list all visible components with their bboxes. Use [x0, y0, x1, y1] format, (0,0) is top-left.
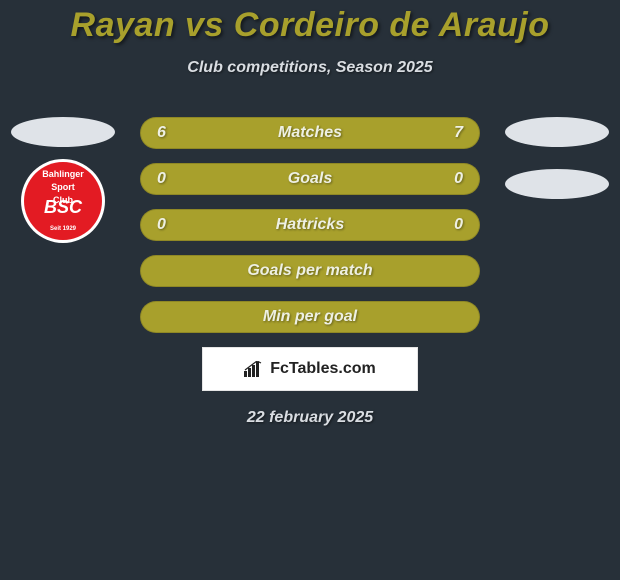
badge-line-2: Sport	[51, 183, 75, 192]
club-badge-left: Bahlinger Sport Club BSC Seit 1929	[21, 159, 105, 243]
stat-row: 0Hattricks0	[140, 209, 480, 241]
infographic-container: Rayan vs Cordeiro de Araujo Club competi…	[0, 0, 620, 580]
bar-chart-icon	[244, 361, 264, 377]
brand-text: FcTables.com	[270, 360, 376, 378]
right-column	[502, 117, 612, 199]
badge-line-1: Bahlinger	[42, 170, 84, 179]
stat-value-left: 6	[157, 124, 181, 142]
brand-box: FcTables.com	[202, 347, 418, 391]
player-avatar-left	[11, 117, 115, 147]
subtitle: Club competitions, Season 2025	[0, 59, 620, 77]
stat-value-right: 7	[439, 124, 463, 142]
date-text: 22 february 2025	[0, 409, 620, 427]
stat-value-left: 0	[157, 216, 181, 234]
badge-big: BSC	[44, 198, 82, 217]
stat-row: 0Goals0	[140, 163, 480, 195]
club-badge-right-placeholder	[505, 169, 609, 199]
stat-label: Hattricks	[181, 216, 439, 234]
club-badge-inner: Bahlinger Sport Club BSC Seit 1929	[24, 162, 102, 240]
stat-value-left: 0	[157, 170, 181, 188]
stat-row: 6Matches7	[140, 117, 480, 149]
player-avatar-right	[505, 117, 609, 147]
page-title: Rayan vs Cordeiro de Araujo	[0, 0, 620, 45]
stat-value-right: 0	[439, 216, 463, 234]
stat-row: Min per goal	[140, 301, 480, 333]
stat-label: Goals	[181, 170, 439, 188]
stat-label: Goals per match	[181, 262, 439, 280]
stat-value-right: 0	[439, 170, 463, 188]
stat-label: Min per goal	[181, 308, 439, 326]
left-column: Bahlinger Sport Club BSC Seit 1929	[8, 117, 118, 243]
stats-column: 6Matches70Goals00Hattricks0Goals per mat…	[140, 117, 480, 333]
stat-label: Matches	[181, 124, 439, 142]
badge-year: Seit 1929	[50, 226, 76, 232]
content-area: Bahlinger Sport Club BSC Seit 1929 6Matc…	[0, 117, 620, 333]
stat-row: Goals per match	[140, 255, 480, 287]
